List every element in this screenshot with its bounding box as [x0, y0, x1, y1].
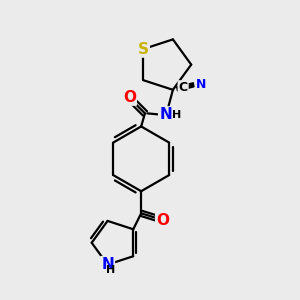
Text: H: H	[106, 265, 115, 275]
Text: N: N	[101, 257, 114, 272]
Text: N: N	[196, 78, 206, 91]
Text: H: H	[172, 110, 181, 120]
Text: N: N	[159, 107, 172, 122]
Text: S: S	[138, 41, 149, 56]
Text: O: O	[123, 90, 136, 105]
Text: O: O	[156, 213, 169, 228]
Text: C: C	[178, 81, 188, 94]
